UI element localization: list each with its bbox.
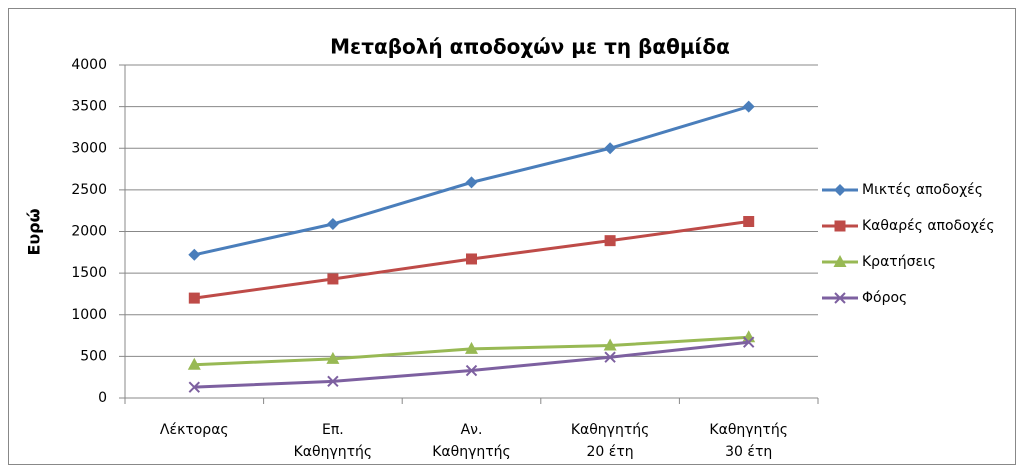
x-tick-label: Καθηγητής 20 έτη <box>571 422 650 460</box>
marker <box>188 248 201 261</box>
y-tick-label: 4000 <box>71 57 107 73</box>
marker <box>604 351 616 363</box>
marker <box>833 255 847 267</box>
marker <box>604 235 616 247</box>
marker <box>465 176 478 189</box>
x-tick-label: Επ. Καθηγητής <box>294 422 373 460</box>
y-axis-title: Ευρώ <box>25 208 44 255</box>
marker <box>327 375 339 388</box>
chart-frame <box>8 8 1016 465</box>
marker <box>604 142 617 155</box>
marker <box>834 220 846 232</box>
legend-label: Μικτές αποδοχές <box>862 182 983 198</box>
marker <box>465 364 478 377</box>
chart-title: Μεταβολή αποδοχών με τη βαθμίδα <box>330 35 730 59</box>
marker <box>326 351 340 364</box>
marker <box>743 216 755 228</box>
marker <box>742 336 755 348</box>
x-tick-label: Καθηγητής 30 έτη <box>709 422 788 460</box>
y-tick-label: 500 <box>80 348 107 364</box>
y-tick-label: 0 <box>98 390 107 406</box>
marker <box>603 338 617 351</box>
y-tick-label: 2500 <box>71 182 107 198</box>
y-tick-label: 1500 <box>71 265 107 281</box>
marker <box>465 341 478 354</box>
marker <box>834 184 846 196</box>
marker <box>187 357 201 370</box>
marker <box>188 381 201 393</box>
marker <box>466 253 477 265</box>
y-tick-label: 3000 <box>71 140 107 156</box>
x-tick-label: Λέκτορας <box>160 422 229 438</box>
x-tick-label: Αν. Καθηγητής <box>432 422 511 460</box>
marker <box>834 292 846 304</box>
marker <box>327 273 339 285</box>
y-tick-label: 2000 <box>71 224 107 240</box>
legend-label: Καθαρές αποδοχές <box>862 218 995 234</box>
y-tick-label: 3500 <box>71 99 107 115</box>
marker <box>188 292 200 304</box>
marker <box>742 100 755 113</box>
legend-label: Κρατήσεις <box>862 254 936 270</box>
marker <box>326 218 339 231</box>
legend-label: Φόρος <box>862 290 907 306</box>
y-tick-label: 1000 <box>71 307 107 323</box>
